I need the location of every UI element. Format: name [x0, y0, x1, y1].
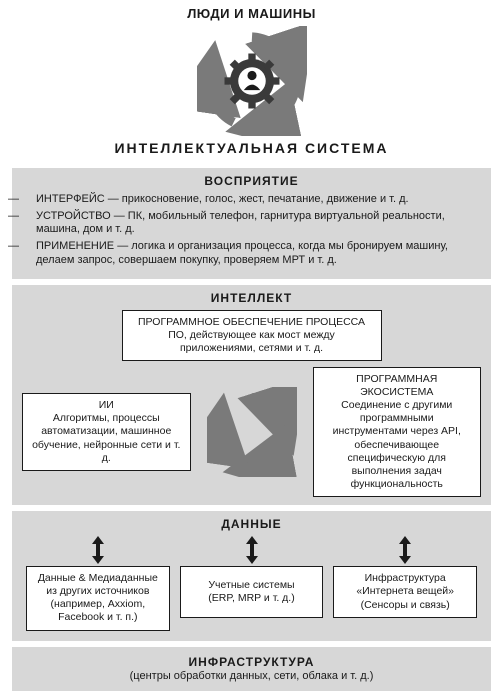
infrastructure-title: ИНФРАСТРУКТУРА	[22, 655, 481, 670]
data-band: ДАННЫЕ Данные & Медиаданные из других ис…	[12, 511, 491, 641]
intellect-title: ИНТЕЛЛЕКТ	[22, 291, 481, 306]
box-title: Данные & Медиаданные из других источнико…	[35, 572, 161, 598]
box-text: (Сенсоры и связь)	[342, 599, 468, 612]
intellect-band: ИНТЕЛЛЕКТ ПРОГРАММНОЕ ОБЕСПЕЧЕНИЕ ПРОЦЕС…	[12, 285, 491, 506]
ecosystem-box: ПРОГРАММНАЯ ЭКОСИСТЕМА Соединение с друг…	[313, 367, 482, 497]
box-title: Инфраструктура «Интернета вещей»	[342, 572, 468, 598]
top-section: ЛЮДИ И МАШИНЫ	[0, 0, 503, 162]
data-box: Инфраструктура «Интернета вещей» (Сенсор…	[333, 566, 477, 618]
perception-title: ВОСПРИЯТИЕ	[22, 174, 481, 189]
infrastructure-band: ИНФРАСТРУКТУРА (центры обработки данных,…	[12, 647, 491, 692]
box-title: ИИ	[31, 399, 182, 412]
box-text: Алгоритмы, процессы автоматизации, машин…	[31, 412, 182, 465]
perception-item: —УСТРОЙСТВО — ПК, мобильный телефон, гар…	[36, 210, 481, 238]
diagram-root: ЛЮДИ И МАШИНЫ	[0, 0, 503, 691]
top-title: ЛЮДИ И МАШИНЫ	[0, 6, 503, 22]
data-column: Инфраструктура «Интернета вещей» (Сенсор…	[333, 536, 477, 631]
box-text: (например, Axxiom, Facebook и т. п.)	[35, 598, 161, 624]
double-arrow-vertical-icon	[244, 536, 260, 564]
box-title: Учетные системы	[189, 579, 315, 592]
data-column: Данные & Медиаданные из других источнико…	[26, 536, 170, 631]
perception-item: —ПРИМЕНЕНИЕ — логика и организация проце…	[36, 240, 481, 268]
box-text: Соединение с другими программными инстру…	[322, 399, 473, 491]
process-software-box: ПРОГРАММНОЕ ОБЕСПЕЧЕНИЕ ПРОЦЕССА ПО, дей…	[122, 310, 382, 361]
top-subtitle: ИНТЕЛЛЕКТУАЛЬНАЯ СИСТЕМА	[0, 140, 503, 158]
perception-item: —ИНТЕРФЕЙС — прикосновение, голос, жест,…	[36, 193, 481, 207]
double-arrow-vertical-icon	[397, 536, 413, 564]
cycle-arrows-icon	[197, 387, 307, 477]
box-text: (ERP, MRP и т. д.)	[189, 592, 315, 605]
double-arrow-vertical-icon	[90, 536, 106, 564]
box-title: ПРОГРАММНОЕ ОБЕСПЕЧЕНИЕ ПРОЦЕССА	[131, 316, 373, 329]
box-text: ПО, действующее как мост между приложени…	[131, 329, 373, 355]
data-column: Учетные системы (ERP, MRP и т. д.)	[180, 536, 324, 631]
ai-box: ИИ Алгоритмы, процессы автоматизации, ма…	[22, 393, 191, 471]
data-box: Учетные системы (ERP, MRP и т. д.)	[180, 566, 324, 618]
infrastructure-subtitle: (центры обработки данных, сети, облака и…	[22, 670, 481, 684]
cycle-gear-person-icon	[0, 26, 503, 136]
data-box: Данные & Медиаданные из других источнико…	[26, 566, 170, 631]
data-title: ДАННЫЕ	[22, 517, 481, 532]
box-title: ПРОГРАММНАЯ ЭКОСИСТЕМА	[322, 373, 473, 399]
perception-band: ВОСПРИЯТИЕ —ИНТЕРФЕЙС — прикосновение, г…	[12, 168, 491, 279]
